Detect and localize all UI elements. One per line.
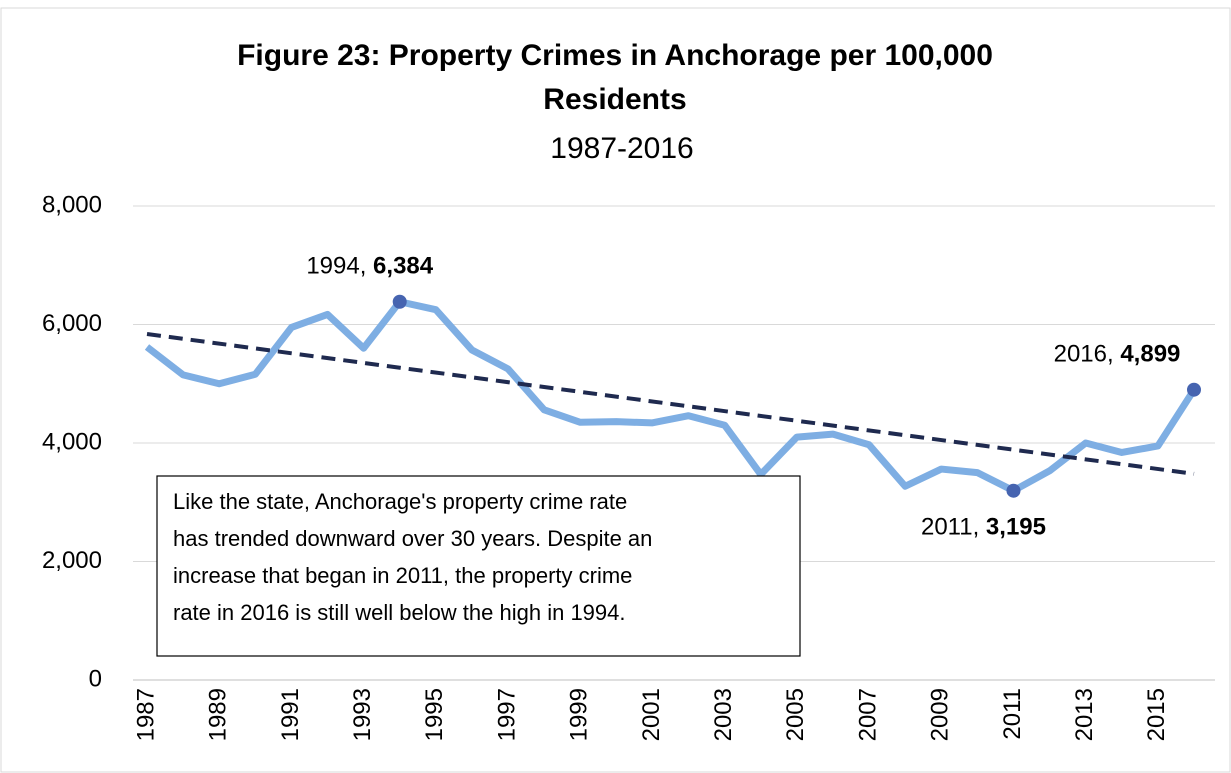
note-box (156, 475, 801, 657)
data-label-value: 6,384 (373, 253, 434, 280)
x-tick-label: 1995 (421, 688, 448, 741)
data-label: 2016, 4,899 (1054, 341, 1181, 368)
x-tick-label: 2001 (638, 688, 665, 741)
data-label-prefix: 2011, (921, 514, 986, 541)
x-tick-label: 2003 (710, 688, 737, 741)
y-tick-label: 2,000 (42, 547, 102, 574)
x-tick-label: 2005 (782, 688, 809, 741)
trend-line (146, 331, 1195, 476)
chart-title: Figure 23: Property Crimes in Anchorage … (237, 39, 993, 72)
data-label-value: 3,195 (986, 514, 1046, 541)
note-text: rate in 2016 is still well below the hig… (173, 600, 626, 625)
data-label-prefix: 2016, (1054, 341, 1121, 368)
x-tick-label: 1987 (132, 688, 159, 741)
x-tick-label: 1999 (566, 688, 593, 741)
chart-subtitle: 1987-2016 (550, 132, 693, 165)
data-point (1187, 382, 1201, 397)
note-text: has trended downward over 30 years. Desp… (173, 526, 652, 551)
x-tick-label: 2007 (854, 688, 881, 741)
x-tick-label: 1989 (205, 688, 232, 741)
chart-frame (0, 7, 1231, 773)
x-tick-label: 1993 (349, 688, 376, 741)
data-label: 1994, 6,384 (306, 253, 433, 280)
y-tick-label: 8,000 (42, 191, 102, 218)
data-line (144, 298, 1197, 495)
y-tick-label: 6,000 (42, 310, 102, 337)
chart-title: Residents (543, 83, 686, 116)
data-label-prefix: 1994, (306, 253, 373, 280)
x-tick-label: 2009 (927, 688, 954, 741)
data-point (392, 294, 407, 309)
note-text: Like the state, Anchorage's property cri… (173, 489, 627, 514)
y-tick-label: 0 (89, 665, 102, 692)
x-tick-label: 1997 (493, 688, 520, 741)
data-label-value: 4,899 (1120, 341, 1180, 368)
x-tick-label: 2015 (1143, 688, 1170, 741)
note-text: increase that began in 2011, the propert… (173, 563, 632, 588)
data-label: 2011, 3,195 (921, 514, 1046, 541)
y-tick-label: 4,000 (42, 428, 102, 455)
x-tick-label: 1991 (277, 688, 304, 741)
x-tick-label: 2013 (1071, 688, 1098, 741)
data-point (1006, 483, 1021, 498)
x-tick-label: 2011 (999, 688, 1026, 740)
